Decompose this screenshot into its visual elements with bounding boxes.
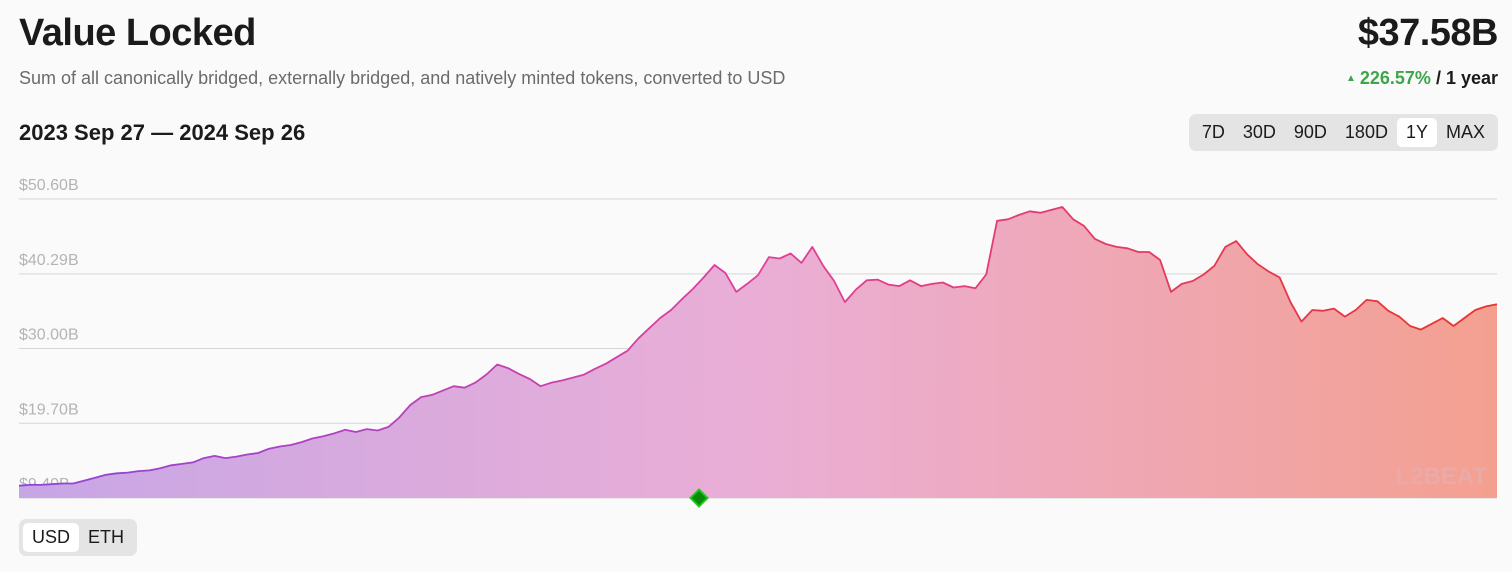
total-value: $37.58B bbox=[1357, 12, 1499, 54]
y-tick-label: $50.60B bbox=[19, 177, 79, 194]
change-percent: 226.57% bbox=[1359, 68, 1431, 88]
unit-eth-button[interactable]: ETH bbox=[88, 527, 125, 547]
date-range: 2023 Sep 27 — 2024 Sep 26 bbox=[19, 120, 306, 145]
chart-subtitle: Sum of all canonically bridged, external… bbox=[19, 68, 786, 88]
time-range-selector: 7D 30D 90D 180D 1Y MAX bbox=[1188, 114, 1498, 151]
change-period: / 1 year bbox=[1435, 68, 1498, 88]
y-tick-label: $19.70B bbox=[19, 401, 79, 418]
range-90d-button[interactable]: 90D bbox=[1293, 122, 1327, 142]
series-line bbox=[18, 206, 1498, 487]
l2beat-watermark: L2BEAT bbox=[1395, 463, 1487, 490]
unit-usd-button[interactable]: USD bbox=[23, 523, 80, 552]
area-fill bbox=[19, 207, 1497, 498]
up-arrow-icon: ▲ bbox=[1345, 73, 1356, 84]
range-30d-button[interactable]: 30D bbox=[1242, 122, 1276, 142]
page-title: Value Locked bbox=[19, 12, 256, 54]
y-tick-label: $30.00B bbox=[19, 327, 79, 344]
range-180d-button[interactable]: 180D bbox=[1344, 122, 1388, 142]
range-1y-button[interactable]: 1Y bbox=[1396, 118, 1437, 147]
change-summary: ▲ 226.57% / 1 year bbox=[1346, 68, 1498, 89]
unit-selector: USD ETH bbox=[19, 519, 138, 556]
range-7d-button[interactable]: 7D bbox=[1201, 122, 1225, 142]
range-max-button[interactable]: MAX bbox=[1445, 122, 1485, 142]
watermark-text: L2BEAT bbox=[1395, 463, 1487, 490]
y-tick-label: $40.29B bbox=[19, 252, 79, 269]
time-marker-handle[interactable] bbox=[689, 488, 709, 508]
